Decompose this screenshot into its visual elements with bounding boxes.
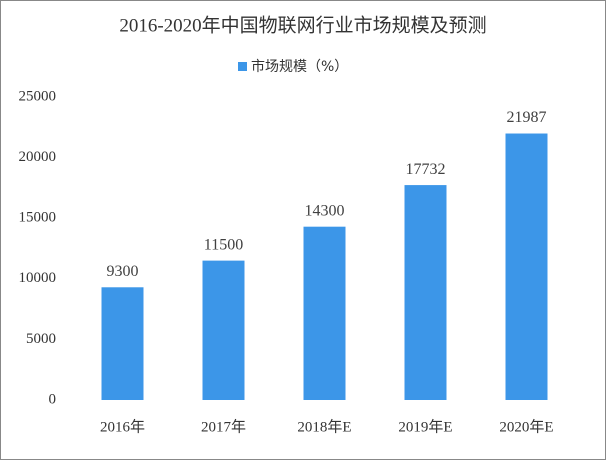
y-tick-label: 20000 — [19, 149, 57, 165]
chart-title: 2016-2020年中国物联网行业市场规模及预测 — [119, 14, 486, 36]
legend-swatch — [238, 62, 247, 71]
bar — [101, 287, 144, 400]
y-tick-label: 15000 — [19, 210, 57, 226]
value-label: 9300 — [107, 263, 139, 280]
y-tick-label: 25000 — [19, 88, 57, 104]
x-tick-label: 2019年E — [398, 418, 452, 435]
x-tick-label: 2017年 — [201, 418, 246, 435]
x-tick-label: 2016年 — [100, 418, 145, 435]
value-label: 14300 — [305, 202, 345, 219]
bar — [505, 133, 548, 400]
value-label: 11500 — [204, 236, 243, 253]
y-tick-label: 0 — [49, 391, 57, 407]
bar — [202, 260, 245, 400]
y-tick-label: 5000 — [26, 331, 56, 347]
bar — [303, 226, 346, 400]
x-tick-label: 2020年E — [499, 418, 553, 435]
legend-label: 市场规模（%） — [251, 58, 348, 75]
value-label: 21987 — [507, 109, 547, 126]
value-label: 17732 — [406, 161, 446, 178]
bar — [404, 185, 447, 400]
x-tick-label: 2018年E — [297, 418, 351, 435]
y-tick-label: 10000 — [19, 270, 57, 286]
